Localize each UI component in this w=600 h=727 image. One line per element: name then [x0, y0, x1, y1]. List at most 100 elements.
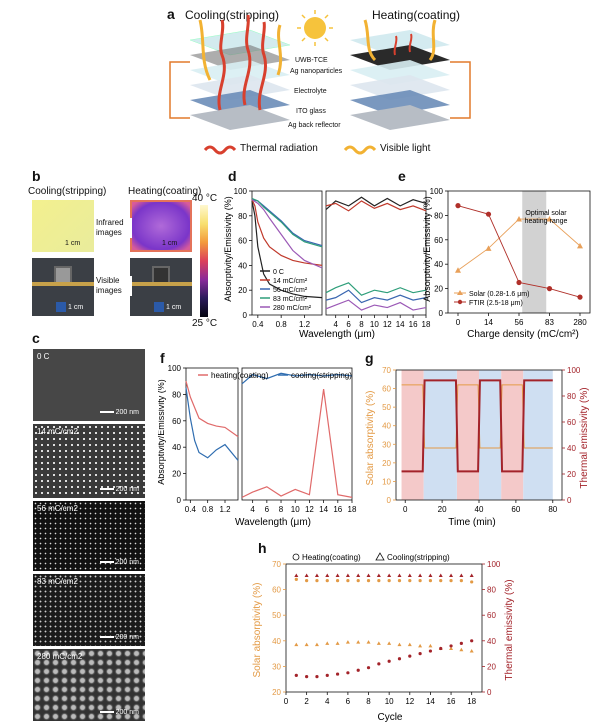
legend-marker	[375, 552, 385, 561]
panel-label-f: f	[160, 350, 165, 366]
colorbar-max: 40 °C	[192, 193, 218, 204]
chart-h-xlabel: Cycle	[377, 712, 402, 723]
data-point	[485, 211, 492, 217]
y-tick-label: 60	[172, 417, 181, 426]
series-line	[241, 389, 353, 498]
sem-scale: 200 nm	[115, 409, 139, 416]
sem-label: 83 mC/cm2	[37, 577, 78, 586]
plot-frame-left	[185, 367, 239, 501]
x-tick-label: 6	[346, 697, 351, 706]
data-point	[455, 267, 461, 273]
data-point	[407, 573, 412, 578]
x-tick-label: 8	[366, 697, 371, 706]
panel-label-h: h	[258, 540, 267, 556]
chart-h-ylabel-right: Thermal emissivity (%)	[504, 579, 515, 680]
legend-entry: 280 mC/cm²	[273, 305, 312, 312]
data-point	[366, 666, 371, 670]
series-line	[325, 299, 427, 311]
y-tick-label: 0	[439, 309, 444, 318]
y-tick-label: 80	[487, 586, 496, 595]
y-tick-label: 20	[238, 286, 247, 295]
data-point	[439, 646, 443, 651]
legend-entry: 83 mC/cm²	[273, 296, 308, 303]
data-point	[449, 644, 453, 648]
data-point	[335, 579, 340, 583]
sem-scale: 200 nm	[115, 559, 139, 566]
data-point	[470, 639, 474, 643]
y-tick-label: 70	[272, 560, 281, 569]
series-line	[185, 381, 239, 438]
x-tick-label: 83	[545, 318, 554, 327]
cooling-device-stack	[189, 29, 291, 130]
legend-marker	[457, 299, 463, 305]
data-point	[397, 657, 402, 661]
x-tick-label: 20	[438, 505, 447, 514]
chart-e-annotation: Optimal solar heating range	[525, 210, 568, 225]
chart-f-xlabel: Wavelength (μm)	[235, 517, 311, 527]
data-point	[335, 573, 340, 578]
scale-label: 1 cm	[68, 304, 84, 311]
y-tick-label: 30	[382, 440, 391, 449]
data-point	[470, 580, 474, 584]
y-tick-label: 60	[272, 586, 281, 595]
y-tick-label: 60	[434, 236, 443, 245]
panel-label-c: c	[32, 330, 40, 346]
chart-g-ylabel-left: Solar absorptivity (%)	[365, 390, 376, 485]
chart-f-ylabel: Absorptivity/Emissivity (%)	[158, 379, 166, 485]
x-tick-label: 18	[422, 320, 431, 329]
y-tick-label: 100	[430, 187, 444, 196]
legend-entry: FTIR (2.5-18 μm)	[469, 300, 523, 307]
cooling-title-a: Cooling(stripping)	[185, 8, 280, 22]
cooling-interval	[523, 370, 553, 500]
sun-icon	[297, 10, 333, 46]
y-tick-label: 20	[434, 285, 443, 294]
layer-label: Electrolyte	[294, 88, 327, 95]
y-tick-label: 80	[434, 211, 443, 220]
data-point	[577, 242, 583, 249]
sem-image: 0 C 200 nm	[32, 348, 146, 422]
visible-legend-icon	[343, 145, 377, 155]
y-tick-label: 20	[272, 688, 281, 697]
sem-label: 56 mC/cm2	[37, 504, 78, 513]
data-point	[366, 579, 371, 583]
y-tick-label: 0	[487, 688, 492, 697]
chart-d: 0 20 40 60 80 100 0.4 0.8 1.2 4 6 8 10 12 14 16 18 0 C 14 …	[223, 187, 431, 340]
data-point	[387, 641, 392, 645]
data-point	[387, 659, 391, 663]
data-point	[397, 642, 402, 647]
data-point	[356, 668, 360, 672]
chart-h-ylabel-left: Solar absorptivity (%)	[252, 582, 263, 677]
chart-e-xlabel: Charge density (mC/cm²)	[467, 329, 579, 340]
data-point	[305, 579, 309, 583]
chart-g-xlabel: Time (min)	[448, 517, 495, 527]
x-tick-label: 1.2	[219, 505, 231, 514]
data-point	[459, 641, 463, 645]
data-point	[356, 640, 361, 644]
x-tick-label: 6	[346, 320, 351, 329]
heating-title-a: Heating(coating)	[372, 8, 461, 22]
data-point	[377, 579, 381, 583]
optimal-range-band	[522, 191, 547, 313]
x-tick-label: 0.4	[252, 320, 264, 329]
series-line	[251, 199, 323, 269]
series-line	[251, 200, 323, 299]
heating-interval	[401, 370, 424, 500]
y-tick-label: 60	[487, 611, 496, 620]
data-point	[366, 640, 371, 644]
x-tick-label: 0.8	[276, 320, 288, 329]
data-point	[546, 286, 553, 292]
series-line	[325, 200, 427, 212]
visible-image-cooling	[32, 258, 94, 316]
data-point	[345, 640, 350, 644]
series-line	[457, 218, 581, 271]
x-tick-label: 16	[409, 320, 418, 329]
device-schematic	[169, 10, 471, 155]
data-point	[325, 579, 329, 583]
sem-image: 14 mC/cm2 200 nm	[32, 423, 146, 499]
legend-entry: Heating(coating)	[302, 553, 361, 562]
plot-frame	[285, 563, 483, 693]
x-tick-label: 0.8	[202, 505, 214, 514]
panel-label-g: g	[365, 350, 374, 366]
heating-interval	[501, 370, 524, 500]
data-point	[356, 579, 360, 583]
